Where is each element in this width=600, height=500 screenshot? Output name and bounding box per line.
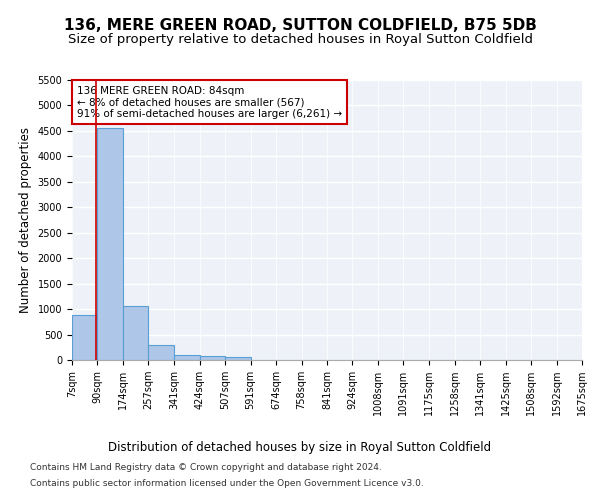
Text: Distribution of detached houses by size in Royal Sutton Coldfield: Distribution of detached houses by size … <box>109 441 491 454</box>
Bar <box>225 358 251 360</box>
Bar <box>148 345 174 360</box>
Bar <box>97 128 123 360</box>
Bar <box>174 356 199 360</box>
Text: 136 MERE GREEN ROAD: 84sqm
← 8% of detached houses are smaller (567)
91% of semi: 136 MERE GREEN ROAD: 84sqm ← 8% of detac… <box>77 86 342 119</box>
Text: Contains public sector information licensed under the Open Government Licence v3: Contains public sector information licen… <box>30 478 424 488</box>
Text: Contains HM Land Registry data © Crown copyright and database right 2024.: Contains HM Land Registry data © Crown c… <box>30 464 382 472</box>
Y-axis label: Number of detached properties: Number of detached properties <box>19 127 32 313</box>
Bar <box>72 315 97 360</box>
Bar <box>199 356 225 360</box>
Text: 136, MERE GREEN ROAD, SUTTON COLDFIELD, B75 5DB: 136, MERE GREEN ROAD, SUTTON COLDFIELD, … <box>64 18 536 32</box>
Bar <box>123 306 148 360</box>
Text: Size of property relative to detached houses in Royal Sutton Coldfield: Size of property relative to detached ho… <box>67 32 533 46</box>
